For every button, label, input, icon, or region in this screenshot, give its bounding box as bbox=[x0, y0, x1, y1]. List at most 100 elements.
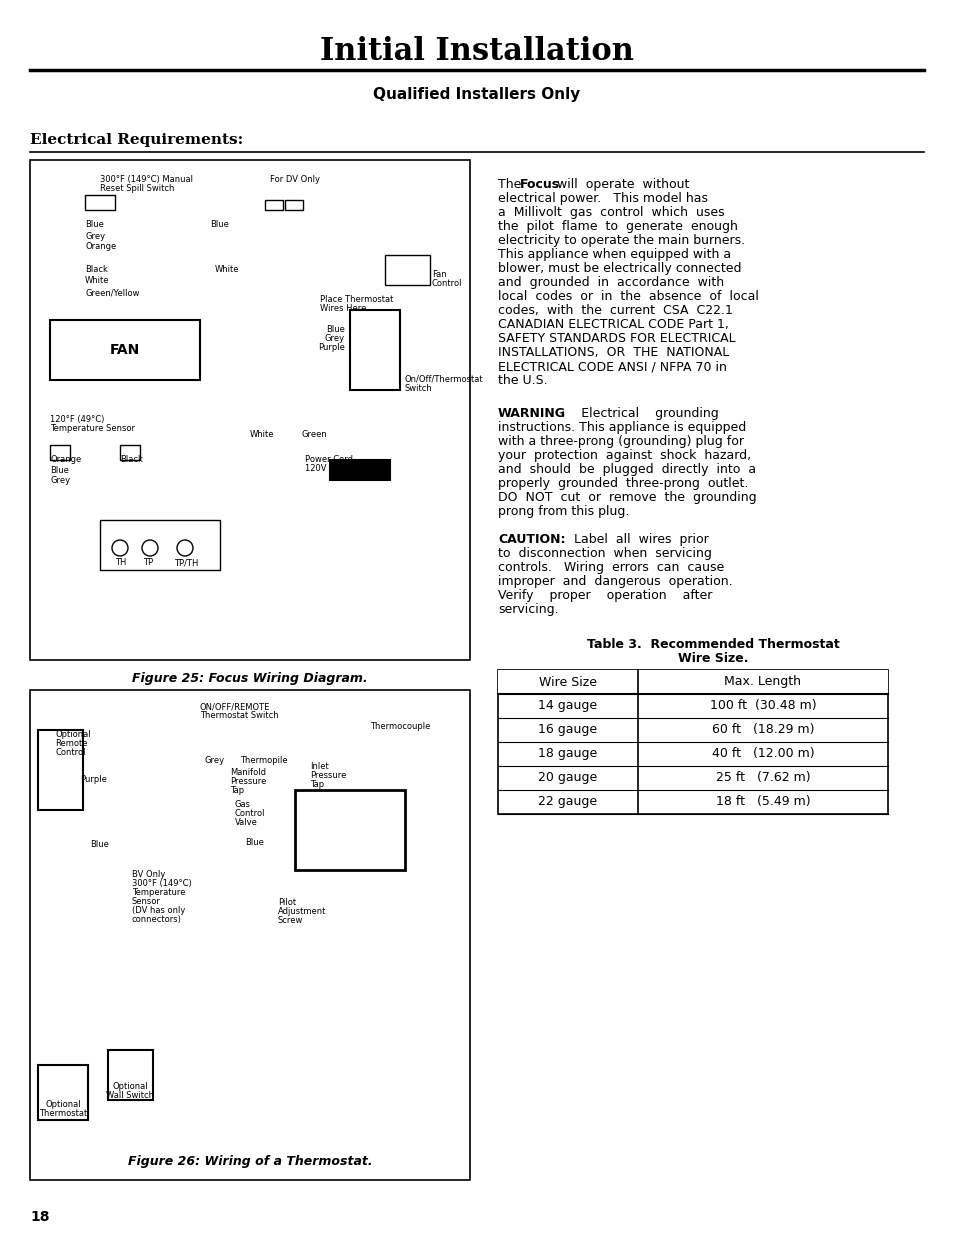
Text: properly  grounded  three-prong  outlet.: properly grounded three-prong outlet. bbox=[497, 477, 747, 490]
Text: codes,  with  the  current  CSA  C22.1: codes, with the current CSA C22.1 bbox=[497, 304, 732, 317]
Text: Optional: Optional bbox=[45, 1100, 81, 1109]
Text: and  grounded  in  accordance  with: and grounded in accordance with bbox=[497, 275, 723, 289]
Text: your  protection  against  shock  hazard,: your protection against shock hazard, bbox=[497, 450, 750, 462]
Bar bbox=[108, 1050, 152, 1100]
Text: Orange: Orange bbox=[85, 242, 116, 251]
Bar bbox=[100, 520, 220, 571]
Text: electrical power.   This model has: electrical power. This model has bbox=[497, 191, 707, 205]
Text: ELECTRICAL CODE ANSI / NFPA 70 in: ELECTRICAL CODE ANSI / NFPA 70 in bbox=[497, 359, 726, 373]
Text: Grey: Grey bbox=[205, 756, 225, 764]
Text: servicing.: servicing. bbox=[497, 603, 558, 616]
Text: 16 gauge: 16 gauge bbox=[537, 724, 597, 736]
Text: will  operate  without: will operate without bbox=[553, 178, 689, 191]
Text: Purple: Purple bbox=[80, 776, 107, 784]
Text: Screw: Screw bbox=[277, 916, 303, 925]
Text: Optional: Optional bbox=[55, 730, 91, 739]
Text: Grey: Grey bbox=[325, 333, 345, 343]
Text: Reset Spill Switch: Reset Spill Switch bbox=[100, 184, 174, 193]
Text: Blue: Blue bbox=[90, 840, 109, 848]
Text: Table 3.  Recommended Thermostat: Table 3. Recommended Thermostat bbox=[586, 638, 839, 651]
Text: 18: 18 bbox=[30, 1210, 50, 1224]
Text: Label  all  wires  prior: Label all wires prior bbox=[565, 534, 708, 546]
Text: 120V AC: 120V AC bbox=[305, 464, 340, 473]
Text: Control: Control bbox=[432, 279, 462, 288]
Text: Grey: Grey bbox=[50, 475, 71, 485]
Bar bbox=[497, 671, 887, 814]
Text: Thermopile: Thermopile bbox=[240, 756, 287, 764]
Text: :    Electrical    grounding: : Electrical grounding bbox=[560, 408, 718, 420]
Bar bbox=[330, 459, 390, 480]
Text: Thermostat Switch: Thermostat Switch bbox=[200, 711, 278, 720]
Text: blower, must be electrically connected: blower, must be electrically connected bbox=[497, 262, 740, 275]
Text: Blue: Blue bbox=[326, 325, 345, 333]
Text: White: White bbox=[214, 266, 239, 274]
Text: the U.S.: the U.S. bbox=[497, 374, 547, 387]
Text: Wire Size.: Wire Size. bbox=[677, 652, 747, 664]
Bar bbox=[294, 790, 405, 869]
Text: Blue: Blue bbox=[245, 839, 264, 847]
Text: CANADIAN ELECTRICAL CODE Part 1,: CANADIAN ELECTRICAL CODE Part 1, bbox=[497, 317, 728, 331]
Text: Sensor: Sensor bbox=[132, 897, 161, 906]
Text: Figure 26: Wiring of a Thermostat.: Figure 26: Wiring of a Thermostat. bbox=[128, 1155, 372, 1168]
Text: DO  NOT  cut  or  remove  the  grounding: DO NOT cut or remove the grounding bbox=[497, 492, 756, 504]
Text: Temperature: Temperature bbox=[132, 888, 185, 897]
Text: 25 ft   (7.62 m): 25 ft (7.62 m) bbox=[715, 772, 809, 784]
Text: 60 ft   (18.29 m): 60 ft (18.29 m) bbox=[711, 724, 814, 736]
Text: Control: Control bbox=[234, 809, 265, 818]
Text: Grey: Grey bbox=[85, 232, 105, 241]
Text: TP/TH: TP/TH bbox=[173, 558, 198, 567]
Bar bbox=[385, 254, 430, 285]
Text: and  should  be  plugged  directly  into  a: and should be plugged directly into a bbox=[497, 463, 756, 475]
Text: 300°F (149°C): 300°F (149°C) bbox=[132, 879, 192, 888]
Text: Wires Here.: Wires Here. bbox=[319, 304, 369, 312]
Text: Pressure: Pressure bbox=[230, 777, 266, 785]
Text: Gas: Gas bbox=[234, 800, 251, 809]
Text: Inlet: Inlet bbox=[310, 762, 329, 771]
Text: prong from this plug.: prong from this plug. bbox=[497, 505, 629, 517]
Text: Control: Control bbox=[55, 748, 86, 757]
Text: Switch: Switch bbox=[405, 384, 433, 393]
Text: 20 gauge: 20 gauge bbox=[537, 772, 597, 784]
Text: Temperature Sensor: Temperature Sensor bbox=[50, 424, 135, 433]
Text: On/Off/Thermostat: On/Off/Thermostat bbox=[405, 375, 483, 384]
Text: WARNING: WARNING bbox=[497, 408, 565, 420]
Text: BV Only: BV Only bbox=[132, 869, 165, 879]
Text: 22 gauge: 22 gauge bbox=[537, 795, 597, 809]
Text: instructions. This appliance is equipped: instructions. This appliance is equipped bbox=[497, 421, 745, 433]
Text: Purple: Purple bbox=[317, 343, 345, 352]
Text: Figure 25: Focus Wiring Diagram.: Figure 25: Focus Wiring Diagram. bbox=[132, 672, 368, 685]
Text: This appliance when equipped with a: This appliance when equipped with a bbox=[497, 248, 730, 261]
Text: with a three-prong (grounding) plug for: with a three-prong (grounding) plug for bbox=[497, 435, 743, 448]
Text: 120°F (49°C): 120°F (49°C) bbox=[50, 415, 104, 424]
Text: Tap: Tap bbox=[310, 781, 324, 789]
Bar bbox=[285, 200, 303, 210]
Text: Thermostat: Thermostat bbox=[39, 1109, 87, 1118]
Text: White: White bbox=[85, 275, 110, 285]
Text: Pilot: Pilot bbox=[277, 898, 295, 906]
Text: Qualified Installers Only: Qualified Installers Only bbox=[373, 88, 580, 103]
Text: Adjustment: Adjustment bbox=[277, 906, 326, 916]
Bar bbox=[497, 671, 887, 694]
Text: (DV has only: (DV has only bbox=[132, 906, 185, 915]
Text: to  disconnection  when  servicing: to disconnection when servicing bbox=[497, 547, 711, 559]
Text: Green: Green bbox=[302, 430, 328, 438]
Text: Verify    proper    operation    after: Verify proper operation after bbox=[497, 589, 712, 601]
Text: Power Cord: Power Cord bbox=[305, 454, 353, 464]
Text: For DV Only: For DV Only bbox=[270, 175, 319, 184]
Text: Place Thermostat: Place Thermostat bbox=[319, 295, 393, 304]
Text: INSTALLATIONS,  OR  THE  NATIONAL: INSTALLATIONS, OR THE NATIONAL bbox=[497, 346, 728, 359]
Text: ON/OFF/REMOTE: ON/OFF/REMOTE bbox=[200, 701, 270, 711]
Text: Fan: Fan bbox=[432, 270, 446, 279]
Text: electricity to operate the main burners.: electricity to operate the main burners. bbox=[497, 233, 744, 247]
Text: Remote: Remote bbox=[55, 739, 88, 748]
Text: 18 ft   (5.49 m): 18 ft (5.49 m) bbox=[715, 795, 809, 809]
Text: Tap: Tap bbox=[230, 785, 244, 795]
Text: 18 gauge: 18 gauge bbox=[537, 747, 597, 761]
Text: Optional: Optional bbox=[112, 1082, 148, 1091]
Text: Blue: Blue bbox=[50, 466, 69, 475]
Text: Wire Size: Wire Size bbox=[538, 676, 597, 688]
Text: Blue: Blue bbox=[85, 220, 104, 228]
Text: controls.   Wiring  errors  can  cause: controls. Wiring errors can cause bbox=[497, 561, 723, 574]
Text: a  Millivolt  gas  control  which  uses: a Millivolt gas control which uses bbox=[497, 206, 724, 219]
Text: Electrical Requirements:: Electrical Requirements: bbox=[30, 133, 243, 147]
